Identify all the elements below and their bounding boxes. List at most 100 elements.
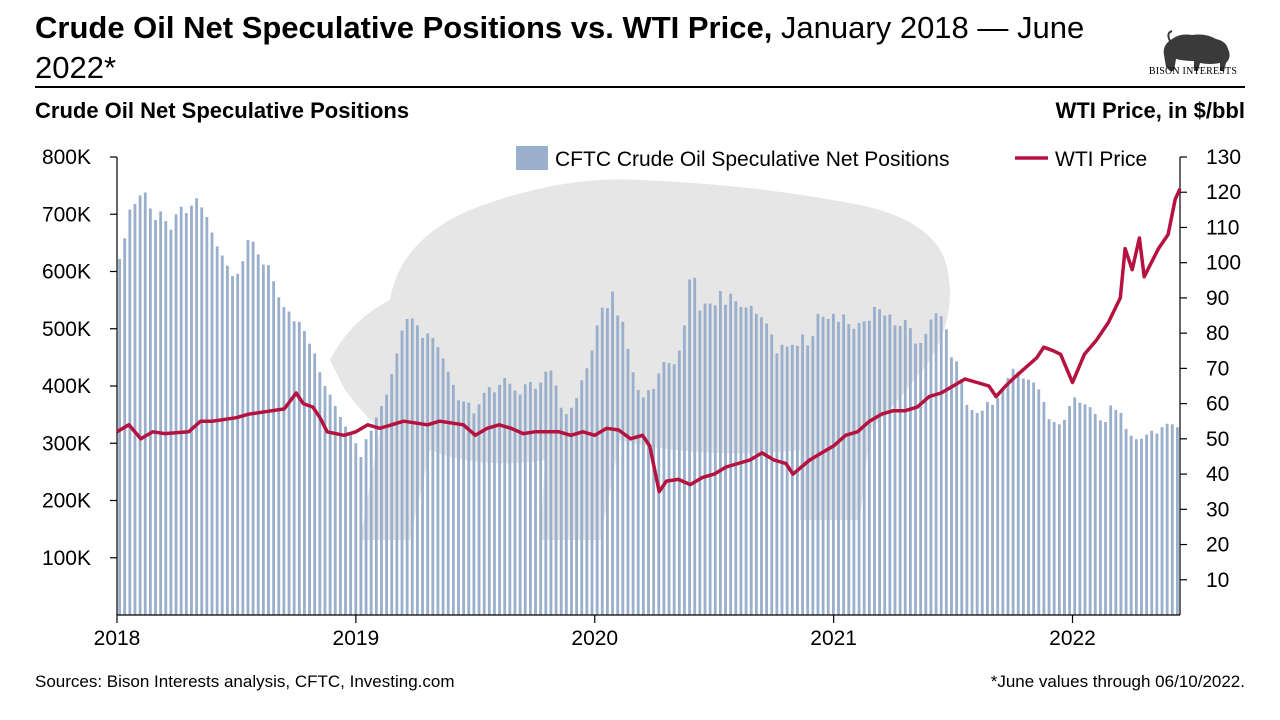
position-bar (303, 331, 306, 615)
position-bar (1145, 434, 1149, 615)
position-bar (226, 265, 229, 615)
position-bar (606, 308, 609, 615)
position-bar (267, 265, 270, 615)
position-bar (405, 319, 409, 615)
position-bar (688, 279, 691, 615)
position-bar (1160, 427, 1164, 615)
position-bar (1042, 402, 1046, 615)
position-bar (647, 390, 650, 615)
position-bar (436, 347, 440, 615)
position-bar (1078, 402, 1082, 615)
position-bar (1155, 433, 1159, 615)
position-bar (893, 325, 897, 615)
position-bar (277, 297, 281, 615)
position-bar (970, 410, 974, 615)
position-bar (426, 333, 430, 615)
position-bar (996, 398, 1000, 615)
position-bar (1109, 405, 1113, 615)
position-bar (600, 307, 604, 615)
position-bar (380, 406, 383, 615)
position-bar (1098, 420, 1102, 615)
position-bar (770, 334, 774, 615)
x-tick-label: 2019 (333, 627, 380, 650)
position-bar (811, 336, 815, 615)
position-bar (261, 264, 265, 615)
position-bar (991, 404, 994, 615)
position-bar (374, 417, 378, 615)
position-bar (508, 383, 512, 615)
position-bar (159, 211, 163, 615)
left-tick-label: 800K (42, 146, 91, 169)
position-bar (441, 358, 445, 615)
position-bar (1063, 419, 1066, 615)
position-bar (1027, 379, 1030, 615)
position-bar (1047, 419, 1051, 615)
position-bar (929, 319, 933, 615)
position-bar (1006, 377, 1010, 615)
position-bar (867, 320, 871, 615)
position-bar (898, 325, 902, 615)
position-bar (760, 317, 763, 615)
position-bar (1011, 368, 1015, 615)
position-bar (256, 254, 260, 615)
position-bar (765, 323, 769, 615)
position-bar (467, 402, 471, 615)
position-bar (1068, 406, 1071, 615)
legend: CFTC Crude Oil Speculative Net Positions… (516, 146, 1147, 171)
x-tick-label: 2021 (810, 627, 857, 650)
position-bar (821, 316, 825, 615)
position-bar (698, 310, 702, 615)
position-bar (965, 404, 969, 615)
position-bar (1016, 371, 1020, 615)
position-bar (493, 392, 496, 615)
left-tick-label: 200K (42, 490, 91, 513)
position-bar (1037, 389, 1041, 615)
position-bar (138, 195, 142, 616)
position-bar (975, 412, 979, 615)
right-tick-label: 80 (1206, 322, 1229, 345)
position-bar (734, 301, 738, 615)
x-tick-label: 2020 (571, 627, 618, 650)
right-tick-label: 100 (1206, 252, 1241, 275)
position-bar (590, 350, 594, 615)
position-bar (241, 261, 245, 615)
position-bar (621, 321, 625, 615)
position-bar (328, 394, 332, 615)
position-bar (852, 328, 856, 615)
position-bar (297, 321, 301, 615)
position-bar (595, 325, 599, 615)
position-bar (1104, 422, 1107, 615)
position-bar (575, 398, 579, 615)
sources-note: Sources: Bison Interests analysis, CFTC,… (35, 672, 455, 691)
position-bar (523, 384, 527, 615)
position-bar (559, 407, 563, 615)
position-bar (888, 314, 892, 615)
position-bar (693, 277, 697, 615)
position-bar (246, 240, 250, 615)
left-axis-heading: Crude Oil Net Speculative Positions (35, 98, 410, 123)
right-tick-label: 30 (1206, 498, 1229, 521)
position-bar (1088, 407, 1092, 615)
position-bar (790, 344, 794, 615)
position-bar (128, 209, 132, 616)
position-bar (184, 213, 188, 616)
position-bar (236, 273, 240, 615)
position-bar (837, 321, 840, 615)
position-bar (154, 219, 157, 615)
position-bar (498, 384, 501, 615)
position-bar (683, 325, 686, 615)
position-bar (338, 416, 342, 615)
position-bar (231, 276, 234, 615)
position-bar (1114, 410, 1118, 615)
position-bar (457, 400, 460, 615)
position-bar (857, 323, 861, 615)
position-bar (287, 311, 291, 615)
position-bar (554, 385, 558, 615)
position-bar (462, 401, 466, 615)
position-bar (344, 426, 347, 615)
position-bar (703, 303, 707, 615)
position-bar (364, 439, 368, 615)
position-bar (955, 361, 959, 615)
position-bar (641, 397, 645, 615)
position-bar (410, 318, 414, 615)
